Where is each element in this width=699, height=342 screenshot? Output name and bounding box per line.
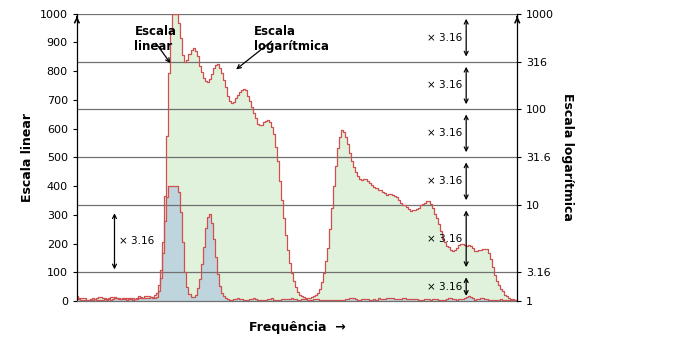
Text: Escala
linear: Escala linear	[134, 25, 176, 53]
Text: × 3.16: × 3.16	[427, 176, 462, 186]
Text: × 3.16: × 3.16	[427, 234, 462, 244]
Text: × 3.16: × 3.16	[427, 80, 462, 91]
Text: Escala
logarítmica: Escala logarítmica	[254, 25, 329, 53]
Text: × 3.16: × 3.16	[119, 237, 154, 247]
Y-axis label: Escala linear: Escala linear	[21, 113, 34, 202]
Text: × 3.16: × 3.16	[427, 33, 462, 43]
Text: × 3.16: × 3.16	[427, 128, 462, 138]
Y-axis label: Escala logarítmica: Escala logarítmica	[561, 93, 574, 221]
Text: Frequência  →: Frequência →	[249, 321, 345, 334]
Text: × 3.16: × 3.16	[427, 281, 462, 292]
